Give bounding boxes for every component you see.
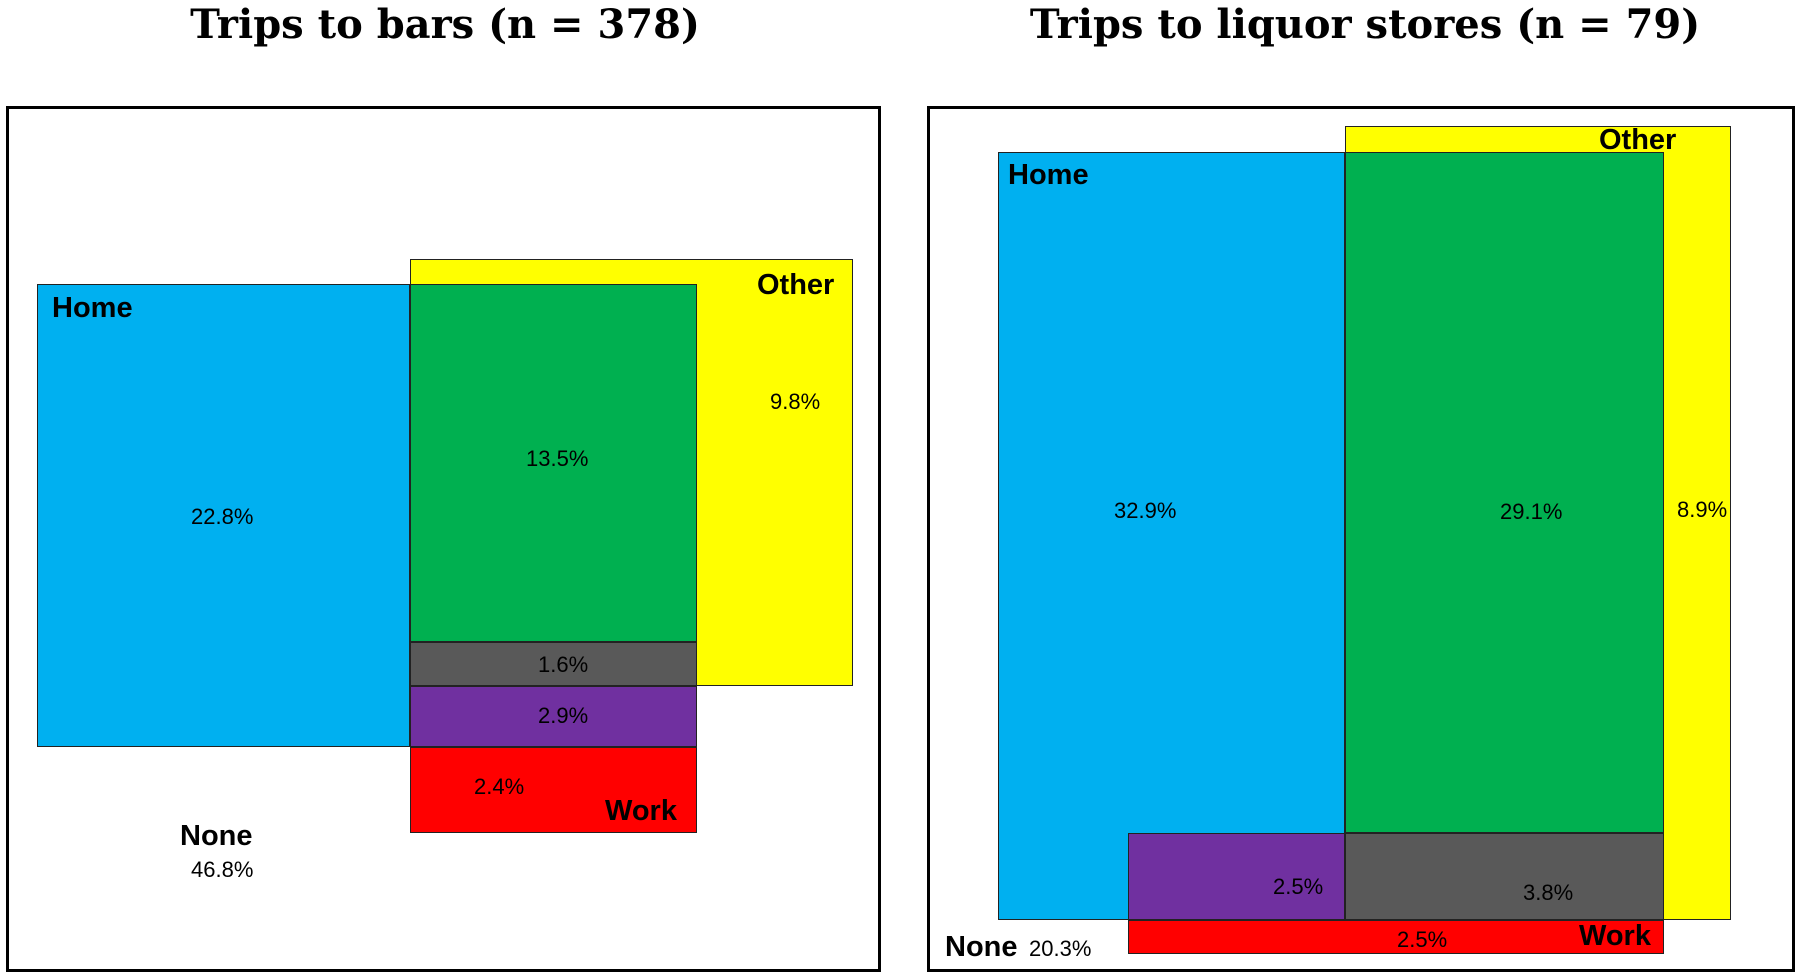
bars-none-value: 46.8% [191,857,254,882]
liquor-home-work-other-region [1345,833,1664,920]
liquor-home-other-region [1345,152,1664,833]
liquor-work-only-region [1128,920,1664,954]
liquor-diagram-panel: Home Other Work None 32.9% 29.1% 8.9% 2.… [927,106,1795,972]
liquor-home-work-region [1128,833,1345,920]
liquor-chart-title: Trips to liquor stores (n = 79) [1029,1,1701,48]
bars-chart-title: Trips to bars (n = 378) [190,1,700,48]
bars-home-work-region [410,686,697,747]
liquor-home-other-value: 29.1% [1500,499,1563,524]
liquor-home-set [998,152,1345,920]
bars-home-work-other-region [410,642,697,686]
liquor-work-only-value: 2.5% [1397,927,1448,952]
bars-home-other-value: 13.5% [526,446,589,471]
bars-home-only-value: 22.8% [191,504,254,529]
liquor-home-work-value: 2.5% [1273,874,1324,899]
bars-work-only-value: 2.4% [474,774,525,799]
bars-home-label: Home [52,292,133,324]
liquor-home-label: Home [1008,159,1089,191]
bars-work-only-region [410,747,697,833]
bars-home-work-other-value: 1.6% [538,652,589,677]
liquor-other-label: Other [1599,124,1677,156]
liquor-none-label: None [945,931,1018,963]
bars-home-set [37,284,410,747]
liquor-none-value: 20.3% [1029,936,1092,961]
bars-other-only-value: 9.8% [770,389,821,414]
bars-home-work-value: 2.9% [538,703,589,728]
bars-home-other-region [410,284,697,642]
liquor-other-only-value: 8.9% [1677,497,1728,522]
liquor-work-label: Work [1579,920,1651,952]
liquor-home-only-value: 32.9% [1114,498,1177,523]
bars-work-label: Work [605,795,677,827]
bars-diagram-panel: Home Other Work None 22.8% 13.5% 9.8% 1.… [6,106,881,972]
liquor-home-work-other-value: 3.8% [1523,880,1574,905]
bars-none-label: None [180,820,253,852]
bars-other-label: Other [757,269,835,301]
